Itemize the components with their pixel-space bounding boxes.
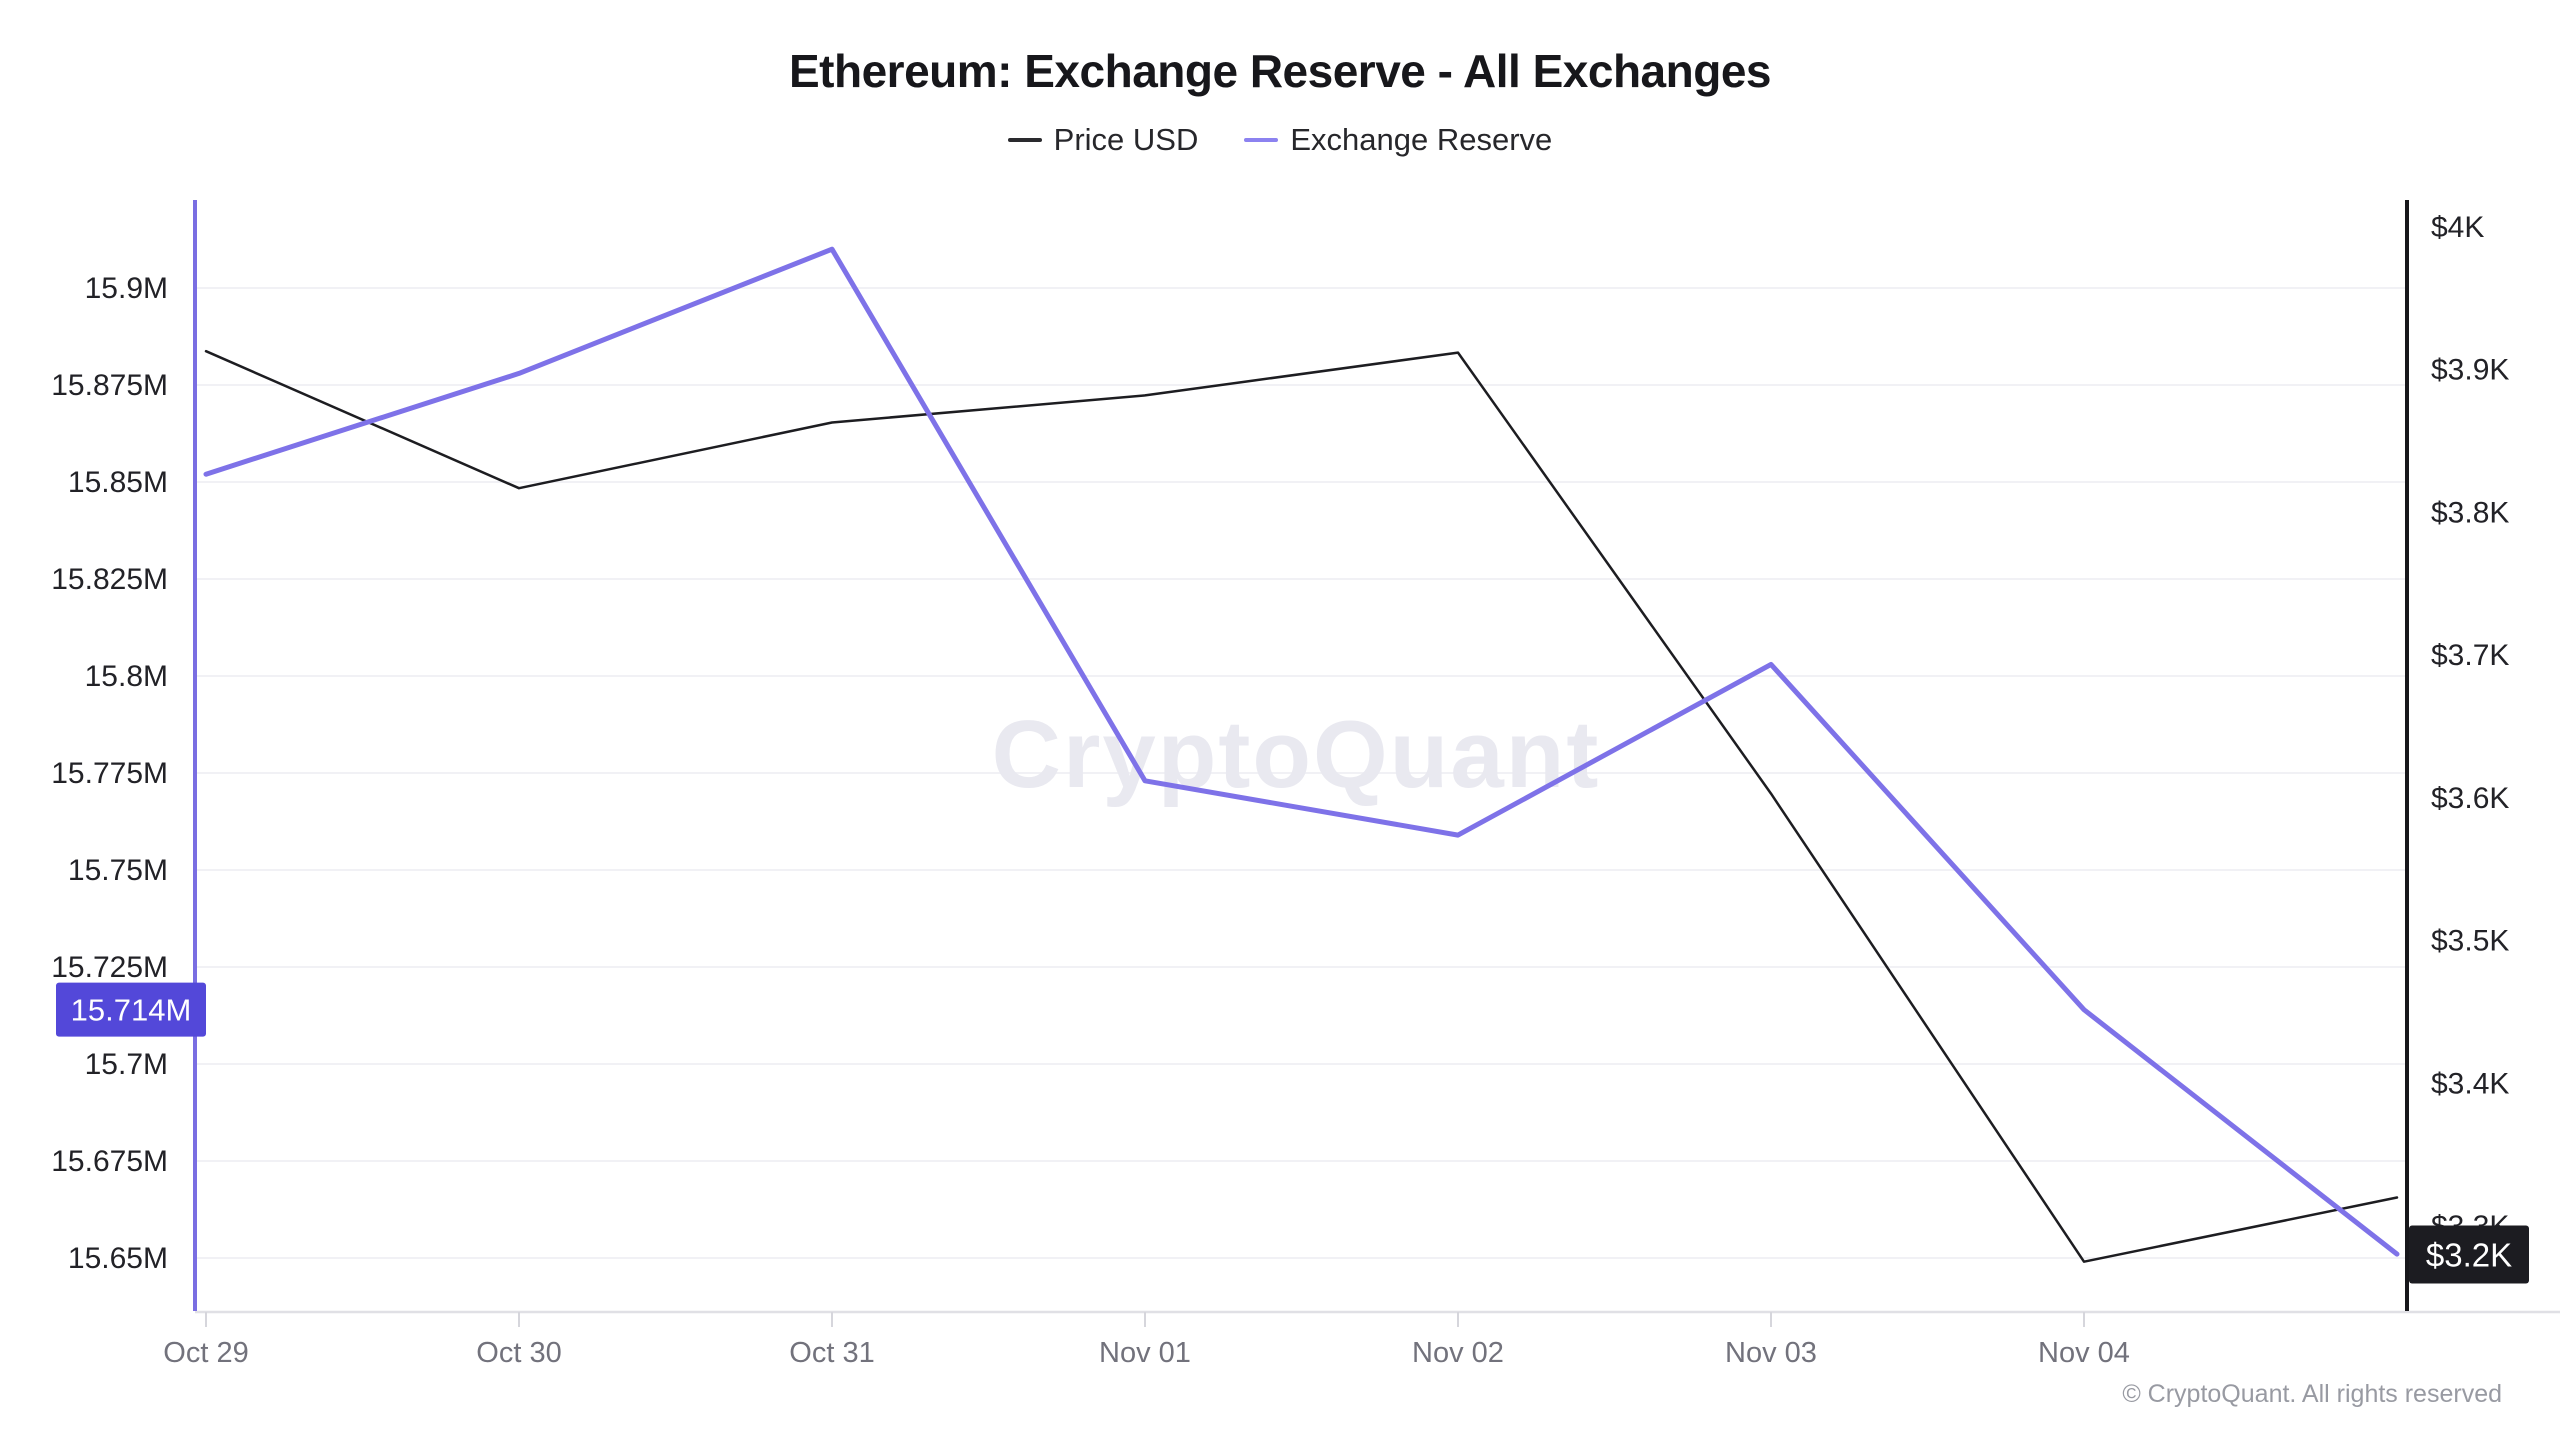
x-axis-label: Nov 04 <box>2038 1337 2130 1369</box>
right-axis-tick-label: $3.9K <box>2431 354 2509 387</box>
right-axis-tick-label: $3.7K <box>2431 639 2509 672</box>
chart-title: Ethereum: Exchange Reserve - All Exchang… <box>788 45 1772 97</box>
left-axis-tick-label: 15.85M <box>68 466 168 499</box>
left-axis-tick-label: 15.8M <box>85 660 168 693</box>
left-axis-tick-label: 15.65M <box>68 1242 168 1275</box>
price-usd-legend-dash-icon <box>1007 138 1042 142</box>
left-axis-tick-label: 15.675M <box>51 1145 168 1178</box>
x-axis-label: Oct 31 <box>789 1337 874 1369</box>
reserve-value-badge <box>56 982 206 1037</box>
left-axis-tick-label: 15.9M <box>85 272 168 305</box>
x-axis-label: Nov 01 <box>1099 1337 1191 1369</box>
watermark: CryptoQuant <box>992 701 1601 808</box>
left-axis-tick-label: 15.7M <box>85 1048 168 1081</box>
reserve-value-badge-label: 15.714M <box>71 993 192 1028</box>
left-axis-tick-label: 15.875M <box>51 369 168 402</box>
price-usd-line <box>204 349 2399 1263</box>
x-axis-label: Nov 02 <box>1412 1337 1504 1369</box>
chart-legend: Price USD Exchange Reserve <box>0 122 2560 158</box>
price-value-badge <box>2409 1225 2529 1284</box>
copyright-notice: © CryptoQuant. All rights reserved <box>2122 1380 2502 1408</box>
legend-item-price-usd[interactable]: Price USD <box>1007 122 1199 158</box>
right-axis-tick-label: $3.6K <box>2431 782 2509 815</box>
left-axis-tick-label: 15.75M <box>68 854 168 887</box>
x-axis-label: Nov 03 <box>1725 1337 1817 1369</box>
x-axis-label: Oct 30 <box>476 1337 561 1369</box>
price-value-badge-label: $3.2K <box>2426 1237 2512 1274</box>
right-axis-tick-label: $3.8K <box>2431 496 2509 529</box>
left-axis-tick-label: 15.825M <box>51 563 168 596</box>
exchange-reserve-line <box>203 246 2400 1257</box>
right-axis-tick-label: $4K <box>2431 211 2484 244</box>
right-axis-tick-label: $3.4K <box>2431 1067 2509 1100</box>
exchange-reserve-legend-dash-icon <box>1244 138 1279 142</box>
right-axis-tick-label: $3.5K <box>2431 925 2509 958</box>
left-axis-tick-label: 15.725M <box>51 951 168 984</box>
legend-label-exchange-reserve: Exchange Reserve <box>1290 122 1553 157</box>
legend-label-price-usd: Price USD <box>1053 122 1199 157</box>
left-axis-tick-label: 15.775M <box>51 757 168 790</box>
legend-item-exchange-reserve[interactable]: Exchange Reserve <box>1244 122 1552 158</box>
x-axis-label: Oct 29 <box>163 1337 248 1369</box>
